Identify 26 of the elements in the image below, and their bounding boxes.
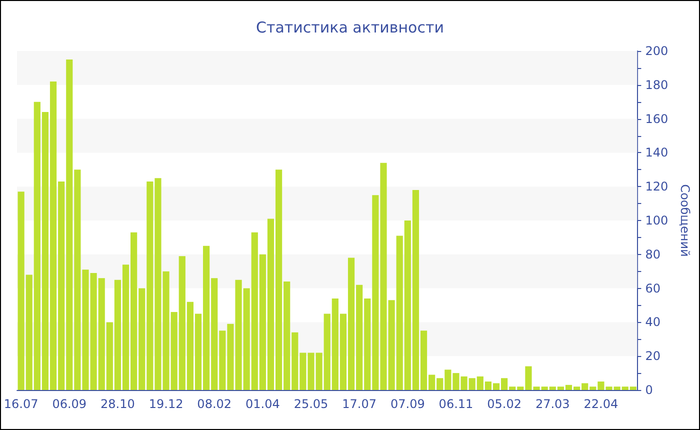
y-tick-label: 40 bbox=[645, 315, 660, 330]
y-tick-label: 120 bbox=[645, 180, 668, 194]
y-tick-label: 200 bbox=[645, 44, 668, 58]
x-tick-label: 17.07 bbox=[342, 397, 377, 411]
x-tick-label: 25.05 bbox=[294, 397, 328, 411]
y-tick-label: 0 bbox=[645, 383, 653, 397]
y-tick-label: 60 bbox=[645, 281, 660, 296]
x-tick-label: 05.02 bbox=[487, 397, 522, 411]
x-tick-label: 07.09 bbox=[390, 397, 425, 411]
x-tick-label: 06.11 bbox=[438, 397, 474, 411]
x-tick-label: 08.02 bbox=[197, 397, 232, 411]
y-tick-label: 100 bbox=[645, 214, 668, 228]
y-tick-label: 140 bbox=[645, 146, 668, 160]
x-tick-label: 06.09 bbox=[52, 397, 87, 411]
x-tick-label: 28.10 bbox=[100, 397, 135, 411]
y-axis-title: Сообщений bbox=[678, 184, 692, 257]
y-tick-label: 20 bbox=[645, 349, 660, 364]
x-tick-label: 22.04 bbox=[584, 397, 618, 411]
x-tick-label: 01.04 bbox=[246, 397, 280, 411]
chart-title: Статистика активности bbox=[256, 18, 444, 36]
y-tick-label: 80 bbox=[645, 247, 660, 262]
x-tick-label: 19.12 bbox=[148, 397, 184, 411]
x-tick-label: 16.07 bbox=[4, 397, 38, 411]
x-tick-label: 27.03 bbox=[535, 397, 570, 411]
y-tick-label: 160 bbox=[645, 112, 668, 126]
y-tick-label: 180 bbox=[645, 78, 668, 92]
